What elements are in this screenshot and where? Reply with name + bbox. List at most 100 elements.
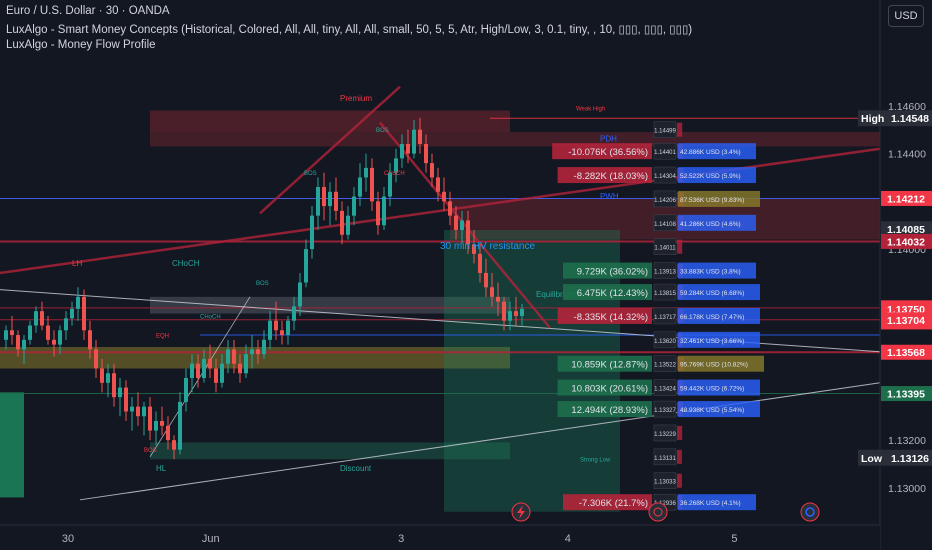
bottom-icons	[511, 502, 820, 522]
candle-body	[472, 244, 476, 254]
lightning-icon	[517, 505, 525, 519]
candle-body	[406, 144, 410, 154]
candle-body	[346, 215, 350, 235]
profile-row: 10.803K (20.61%) 1.13424 59.442K USD (6.72…	[557, 379, 760, 396]
candle-body	[76, 296, 80, 309]
profile-delta-box	[563, 494, 652, 511]
candle-body	[112, 373, 116, 398]
candle-body	[232, 349, 236, 364]
profile-price-label: 1.13620	[654, 339, 676, 345]
profile-price-box	[653, 400, 677, 418]
profile-delta-box	[557, 167, 652, 184]
profile-volume-label: 66.178K USD (7.47%)	[680, 314, 744, 321]
profile-price-label: 1.14108	[654, 222, 676, 228]
candle-body	[148, 406, 152, 431]
annotation-label: CHoCH	[172, 259, 200, 268]
profile-price-label: 1.12936	[654, 501, 676, 507]
target-icon	[805, 507, 815, 517]
profile-delta-label: 10.803K (20.61%)	[571, 384, 648, 395]
candle-body	[430, 163, 434, 178]
trendline-3	[259, 85, 401, 215]
candle-body	[364, 167, 368, 178]
profile-volume-box	[678, 143, 756, 160]
candle-body	[262, 339, 266, 355]
candle-body	[100, 368, 104, 383]
x-tick-label: 3	[398, 533, 404, 545]
currency-button[interactable]: USD	[888, 5, 924, 27]
candle-body	[166, 425, 170, 441]
candle-body	[418, 129, 422, 145]
profile-price-label: 1.13717	[654, 315, 676, 321]
price-tag-value: 1.13704	[887, 315, 925, 327]
profile-row: 1.13033	[653, 472, 682, 489]
profile-row: 1.14206 87.536K USD (9.83%)	[653, 190, 760, 208]
premium-zone	[150, 110, 510, 133]
candle-body	[82, 296, 86, 331]
candle-body	[4, 330, 8, 340]
candle-body	[118, 387, 122, 398]
profile-volume-box	[678, 262, 756, 279]
profile-row: 1.13229	[653, 424, 683, 442]
candle-body	[376, 201, 380, 226]
profile-delta-label: -7.306K (21.7%)	[579, 498, 648, 509]
candle-body	[400, 144, 404, 159]
x-tick-label: 4	[565, 533, 571, 545]
profile-price-label: 1.14206	[654, 198, 676, 204]
candle-body	[28, 325, 32, 340]
profile-volume-label: 41.286K USD (4.6%)	[680, 221, 741, 228]
extreme-tag-name: Low	[861, 453, 883, 465]
equilibrium-zone	[150, 296, 510, 314]
profile-volume-label: 36.268K USD (4.1%)	[680, 500, 741, 507]
indicator-mfp-label: LuxAlgo - Money Flow Profile	[6, 39, 156, 51]
supply-zone	[150, 132, 880, 147]
candle-body	[208, 358, 212, 369]
profile-row: 1.14108 41.286K USD (4.6%)	[653, 214, 756, 232]
profile-price-label: 1.14304	[654, 174, 676, 180]
profile-volume-box	[678, 494, 756, 511]
profile-volume-label: 42.886K USD (3.4%)	[680, 149, 741, 156]
annotation-label: CHoCH	[384, 171, 405, 177]
time-axis-bg	[0, 525, 880, 550]
candle-body	[394, 158, 398, 173]
candle-body	[310, 215, 314, 250]
candle-body	[160, 421, 164, 426]
profile-price-box	[653, 355, 677, 372]
profile-row: 1.13131	[653, 448, 682, 466]
profile-volume-label: 48.938K USD (5.54%)	[680, 407, 744, 414]
profile-row: -10.076K (36.56%) 1.14401 42.886K USD (3.4…	[552, 142, 756, 160]
candle-body	[172, 440, 176, 450]
profile-volume-box	[678, 214, 756, 231]
candle-body	[58, 330, 62, 345]
candle-body	[454, 215, 458, 230]
annotation-label: HL	[156, 464, 167, 473]
candle-body	[22, 339, 26, 350]
candle-body	[370, 167, 374, 202]
candle-body	[334, 191, 338, 211]
price-tag-bg	[881, 221, 932, 237]
profile-volume-box	[678, 355, 764, 372]
profile-price-label: 1.13327	[654, 408, 676, 414]
profile-price-box	[653, 142, 677, 160]
candle-body	[16, 335, 20, 350]
profile-price-box	[653, 331, 677, 349]
profile-delta-box	[552, 143, 652, 160]
extreme-tag-bg	[858, 110, 932, 127]
candle-body	[358, 177, 362, 197]
annotation-label: Discount	[340, 464, 372, 473]
profile-volume-box	[678, 190, 760, 207]
annotation-label: PWH	[600, 192, 619, 201]
candle-body	[94, 349, 98, 369]
discount-zone	[150, 442, 510, 460]
profile-delta-box	[557, 401, 652, 418]
profile-price-label: 1.13424	[654, 387, 676, 393]
y-tick-label: 1.14000	[888, 244, 926, 256]
profile-delta-label: -8.282K (18.03%)	[574, 171, 648, 182]
candle-body	[502, 301, 506, 321]
profile-volume-label: 59.442K USD (6.72%)	[680, 386, 744, 393]
y-tick-label: 1.13200	[888, 435, 926, 447]
profile-price-label: 1.13815	[654, 291, 676, 297]
profile-volume-box	[678, 284, 760, 301]
price-axis: 1.14600 1.14400 1.14000 1.13200 1.13000 High 1…	[858, 0, 932, 550]
